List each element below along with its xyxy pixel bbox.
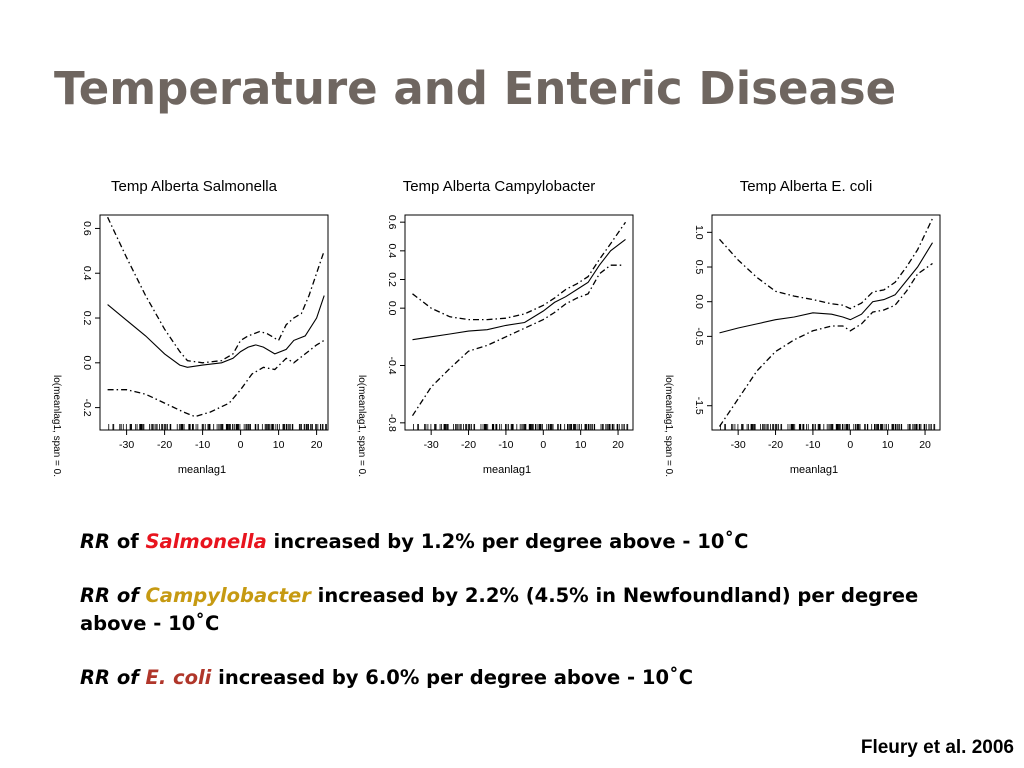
x-tick-label: -10 (498, 439, 513, 451)
x-tick-label: 10 (273, 439, 285, 451)
rr-label: RR of (80, 666, 139, 689)
y-tick-label: 0.0 (386, 301, 398, 316)
lower-line (411, 264, 622, 417)
y-tick-label: -1.5 (693, 397, 705, 415)
rr-label: RR of (80, 584, 139, 607)
y-tick-label: 0.2 (386, 272, 398, 287)
statement-connector: of (110, 530, 146, 553)
campylobacter-statement: RR of Campylobacter increased by 2.2% (4… (80, 582, 960, 638)
y-tick-label: -0.8 (386, 414, 398, 432)
statement-text: increased by 1.2% per degree above - 10˚… (266, 530, 749, 553)
upper-line (107, 216, 325, 364)
ecoli-chart: Temp Alberta E. coli -30 -20 -10 0 10 20 -1.5 -0… (663, 178, 941, 477)
y-tick-label: -0.5 (693, 327, 705, 345)
salmonella-chart: Temp Alberta Salmonella -30 -20 -10 0 10 20 -0.… (51, 178, 329, 477)
x-axis-label: meanlag1 (483, 464, 531, 476)
lower-line (718, 262, 933, 427)
y-axis-label: lo(meanlag1, span = 0. (356, 375, 367, 477)
y-tick-label: 0.4 (81, 266, 93, 281)
plot-frame (404, 214, 634, 431)
organism-name: E. coli (145, 666, 212, 689)
statement-text: increased by 6.0% per degree above - 10˚… (211, 666, 694, 689)
rr-label: RR (80, 530, 111, 553)
y-axis-label: lo(meanlag1, span = 0. (663, 375, 674, 477)
x-tick-label: 0 (847, 439, 853, 451)
y-tick-label: 0.4 (386, 244, 398, 259)
x-tick-label: 10 (882, 439, 894, 451)
organism-name: Salmonella (145, 530, 267, 553)
x-tick-label: 20 (311, 439, 323, 451)
statement-connector (139, 584, 146, 607)
x-tick-label: -10 (805, 439, 820, 451)
x-tick-label: 0 (540, 439, 546, 451)
plot-frame (711, 214, 941, 431)
statement-connector (139, 666, 146, 689)
fit-line (107, 295, 325, 368)
y-tick-label: 0.5 (693, 260, 705, 275)
y-tick-label: 0.6 (386, 215, 398, 230)
x-tick-label: 20 (612, 439, 624, 451)
slide-title: Temperature and Enteric Disease (54, 62, 897, 115)
x-tick-label: 10 (575, 439, 587, 451)
x-tick-label: -20 (768, 439, 783, 451)
plot-title: Temp Alberta Campylobacter (403, 178, 596, 195)
rug-marks (413, 424, 629, 430)
plot-title: Temp Alberta E. coli (740, 178, 873, 195)
y-tick-label: 0.6 (81, 221, 93, 236)
y-axis-label: lo(meanlag1, span = 0. (51, 375, 62, 477)
y-tick-label: 0.2 (81, 311, 93, 326)
x-tick-label: -20 (461, 439, 476, 451)
x-tick-label: -30 (424, 439, 439, 451)
x-tick-label: -20 (157, 439, 172, 451)
rug-marks (108, 424, 327, 430)
campylobacter-chart: Temp Alberta Campylobacter -30 -20 -10 0 10 20… (356, 178, 634, 477)
ecoli-statement: RR of E. coli increased by 6.0% per degr… (80, 664, 960, 692)
organism-name: Campylobacter (145, 584, 311, 607)
lower-line (107, 339, 325, 418)
salmonella-statement: RR of Salmonella increased by 1.2% per d… (80, 528, 960, 556)
x-tick-label: 20 (919, 439, 931, 451)
x-axis-label: meanlag1 (790, 464, 838, 476)
findings-statements: RR of Salmonella increased by 1.2% per d… (80, 528, 960, 718)
plot-title: Temp Alberta Salmonella (111, 178, 278, 195)
x-axis-label: meanlag1 (178, 464, 226, 476)
x-tick-label: -10 (195, 439, 210, 451)
x-tick-label: 0 (238, 439, 244, 451)
y-tick-label: -0.4 (386, 356, 398, 374)
rug-marks (720, 424, 936, 430)
fit-line (719, 242, 933, 334)
y-tick-label: 0.0 (81, 356, 93, 371)
y-tick-label: -0.2 (81, 399, 93, 417)
citation: Fleury et al. 2006 (860, 737, 1014, 758)
upper-line (412, 221, 627, 321)
y-tick-label: 0.0 (693, 294, 705, 309)
plot-frame (99, 214, 329, 431)
upper-line (719, 218, 934, 310)
x-tick-label: -30 (731, 439, 746, 451)
x-tick-label: -30 (119, 439, 134, 451)
y-tick-label: 1.0 (693, 225, 705, 240)
fit-line (412, 238, 626, 341)
statement-text: increased by 2.2% (4.5% in Newfoundland)… (80, 584, 919, 635)
